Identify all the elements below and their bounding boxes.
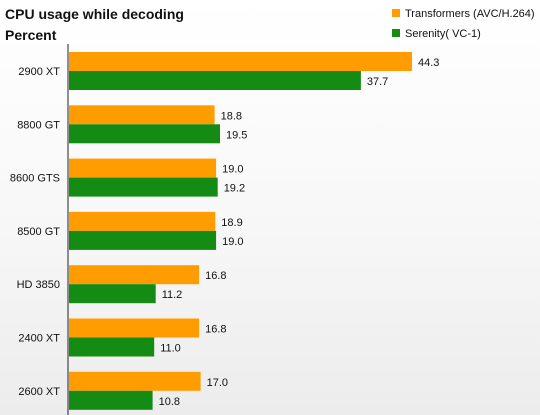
bar-8500-gt-transformers [69,211,216,231]
bar-hd-3850-serenity [69,284,156,304]
value-label-8500-gt-serenity: 19.0 [222,236,243,248]
value-label-2400-xt-transformers: 16.8 [205,324,226,336]
legend-label-transformers: Transformers (AVC/H.264) [405,8,535,20]
category-label-2600-xt: 2600 XT [18,386,60,398]
category-label-2900-xt: 2900 XT [18,66,60,78]
bar-8600-gts-transformers [69,158,217,178]
bars [69,52,412,410]
bar-2600-xt-transformers [69,371,201,391]
category-label-2400-xt: 2400 XT [18,333,60,345]
bar-8600-gts-serenity [69,177,218,197]
bar-8800-gt-transformers [69,105,215,125]
value-label-2600-xt-serenity: 10.8 [159,396,180,408]
bar-2900-xt-transformers [69,52,412,71]
chart-title: CPU usage while decoding [5,6,184,22]
bar-2900-xt-serenity [69,71,361,90]
legend-swatch-transformers [392,9,400,17]
value-label-hd-3850-transformers: 16.8 [205,270,226,282]
legend-swatch-serenity [392,29,400,37]
bar-2600-xt-serenity [69,390,153,410]
bar-2400-xt-transformers [69,318,200,338]
value-label-8600-gts-transformers: 19.0 [222,164,243,176]
value-label-2900-xt-transformers: 44.3 [418,57,439,69]
value-label-2600-xt-transformers: 17.0 [207,377,228,389]
category-labels: 2900 XT 8800 GT 8600 GTS 8500 GT HD 3850 2400… [10,66,60,398]
chart-subtitle: Percent [5,27,57,43]
category-label-8500-gt: 8500 GT [17,226,60,238]
value-label-hd-3850-serenity: 11.2 [162,289,183,301]
legend: Transformers (AVC/H.264) Serenity( VC-1) [392,8,535,40]
value-label-2400-xt-serenity: 11.0 [160,343,181,355]
bar-8800-gt-serenity [69,124,220,144]
bar-8500-gt-serenity [69,230,217,250]
value-label-8500-gt-transformers: 18.9 [221,217,242,229]
bar-2400-xt-serenity [69,337,155,357]
value-label-8800-gt-transformers: 18.8 [221,110,242,122]
value-label-8600-gts-serenity: 19.2 [224,183,245,195]
value-label-2900-xt-serenity: 37.7 [367,76,388,88]
category-label-hd-3850: HD 3850 [17,279,60,291]
value-label-8800-gt-serenity: 19.5 [226,129,247,141]
category-label-8800-gt: 8800 GT [17,119,60,131]
value-labels: 44.3 37.7 18.8 19.5 19.0 19.2 18.9 19.0 16.8 11.2… [159,57,440,408]
legend-label-serenity: Serenity( VC-1) [405,28,481,40]
category-label-8600-gts: 8600 GTS [10,173,60,185]
bar-hd-3850-transformers [69,265,200,285]
